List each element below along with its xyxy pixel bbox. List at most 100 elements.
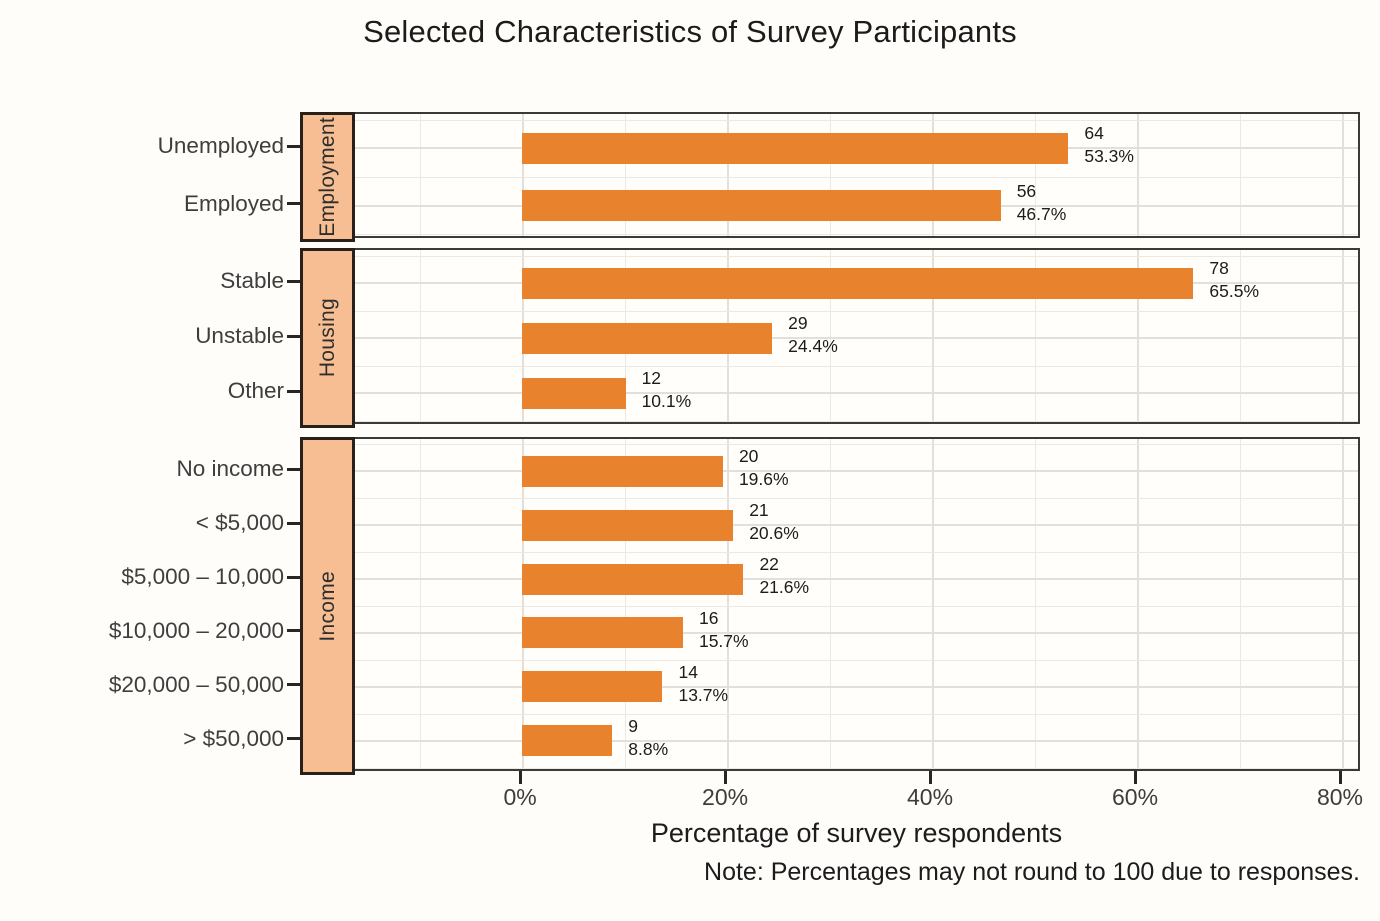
bar-count: 14 (678, 661, 698, 682)
bar-value-label: 12 10.1% (642, 367, 692, 413)
vertical-gridline-major (727, 114, 730, 236)
x-axis-tick-mark (723, 771, 727, 784)
vertical-gridline-major (932, 439, 935, 769)
vertical-gridline-major (522, 114, 525, 236)
horizontal-gridline-major (302, 392, 1358, 394)
bar-count: 22 (759, 554, 779, 575)
x-axis-tick-mark (518, 771, 522, 784)
bar--50-000 (522, 725, 613, 757)
bar-stable (522, 267, 1194, 299)
bar-value-label: 29 24.4% (788, 312, 838, 358)
facet-strip-label: Employment (315, 117, 339, 237)
category-tick-mark (287, 279, 300, 283)
horizontal-gridline-minor (302, 713, 1358, 715)
bar-count: 29 (788, 313, 808, 333)
horizontal-gridline-minor (302, 255, 1358, 257)
bar-percent: 46.7% (1016, 203, 1067, 224)
x-axis-tick-label: 20% (702, 784, 749, 810)
x-axis-tick-label: 60% (1111, 784, 1159, 810)
panel-income: 20 19.6% 21 20.6% 22 21.6% 16 15.7% 14 13.7% 9 8.8%… (300, 437, 1360, 775)
horizontal-gridline-major (302, 337, 1358, 339)
horizontal-gridline-minor (302, 310, 1358, 312)
facet-strip-employment: Employment (300, 112, 355, 242)
chart-note: Note: Percentages may not round to 100 d… (704, 858, 1360, 886)
bar-value-label: 20 19.6% (739, 445, 789, 491)
x-axis-title: Percentage of survey respondents (650, 818, 1063, 848)
horizontal-gridline-major (302, 739, 1358, 742)
bar-percent: 20.6% (749, 523, 799, 544)
horizontal-gridline-minor (302, 606, 1358, 607)
category-label: < $5,000 (195, 510, 284, 536)
vertical-gridline-major (727, 439, 730, 769)
horizontal-gridline-minor (302, 177, 1358, 178)
category-tick-mark (287, 683, 300, 687)
category-label: No income (176, 456, 284, 482)
bar--20-000-50-000 (522, 671, 663, 703)
bar-value-label: 56 46.7% (1017, 180, 1067, 226)
horizontal-gridline-minor (302, 659, 1358, 661)
vertical-gridline-minor (1034, 250, 1037, 422)
bar-count: 9 (628, 715, 638, 736)
category-label: Stable (220, 268, 284, 293)
x-axis-tick-mark (928, 771, 932, 784)
bar-value-label: 21 20.6% (749, 499, 799, 545)
vertical-gridline-major (522, 439, 525, 769)
category-label: > $50,000 (183, 725, 284, 751)
vertical-gridline-minor (1239, 114, 1242, 236)
horizontal-gridline-minor (302, 498, 1358, 500)
bar-count: 64 (1084, 123, 1104, 144)
bar-value-label: 16 15.7% (699, 607, 749, 653)
bar--5-000 (522, 509, 734, 541)
panel-employment: 64 53.3% 56 46.7% Employment (300, 112, 1360, 242)
x-axis-tick-mark (1338, 771, 1342, 784)
category-label: Unemployed (157, 133, 284, 159)
bar--10-000-20-000 (522, 617, 683, 649)
vertical-gridline-major (1137, 439, 1140, 769)
facet-strip-label: Income (315, 570, 339, 642)
facet-strip-income: Income (300, 437, 355, 775)
chart-title: Selected Characteristics of Survey Parti… (363, 14, 1017, 49)
horizontal-gridline-major (302, 631, 1358, 634)
x-axis-tick-label: 80% (1316, 784, 1364, 810)
category-tick-mark (287, 521, 300, 525)
bar-other (522, 377, 626, 409)
bar-percent: 19.6% (738, 469, 789, 490)
vertical-gridline-minor (829, 439, 832, 769)
panel-housing: 78 65.5% 29 24.4% 12 10.1% Housing (300, 248, 1360, 428)
x-axis-tick-mark (1133, 771, 1137, 784)
bar-percent: 21.6% (759, 577, 810, 598)
bar-percent: 8.8% (628, 738, 669, 759)
category-tick-mark (287, 144, 300, 148)
vertical-gridline-major (1342, 114, 1344, 236)
bar-percent: 10.1% (641, 391, 692, 411)
category-tick-mark (287, 575, 300, 579)
vertical-gridline-major (932, 250, 935, 422)
vertical-gridline-minor (1034, 114, 1037, 236)
bar-unemployed (522, 132, 1069, 164)
category-label: Other (227, 378, 284, 403)
category-tick-mark (287, 467, 300, 471)
vertical-gridline-minor (1034, 439, 1037, 769)
vertical-gridline-major (1342, 439, 1344, 769)
category-tick-mark (287, 202, 300, 206)
bar-count: 20 (738, 446, 759, 467)
bar-unstable (522, 322, 773, 354)
bar-no-income (522, 455, 723, 487)
category-tick-mark (287, 737, 300, 741)
bar-value-label: 64 53.3% (1084, 122, 1134, 168)
bar-employed (522, 190, 1001, 222)
horizontal-gridline-major (302, 578, 1358, 581)
vertical-gridline-minor (419, 439, 422, 769)
horizontal-gridline-major (302, 470, 1358, 473)
horizontal-gridline-major (302, 524, 1358, 527)
bar-count: 16 (698, 607, 719, 628)
vertical-gridline-minor (1239, 250, 1242, 422)
vertical-gridline-minor (1239, 439, 1242, 769)
facet-strip-label: Housing (315, 298, 339, 378)
bar-percent: 24.4% (788, 336, 838, 356)
bar-percent: 15.7% (698, 630, 749, 651)
vertical-gridline-major (1137, 250, 1140, 422)
horizontal-gridline-minor (302, 767, 1358, 769)
horizontal-gridline-minor (302, 420, 1358, 422)
